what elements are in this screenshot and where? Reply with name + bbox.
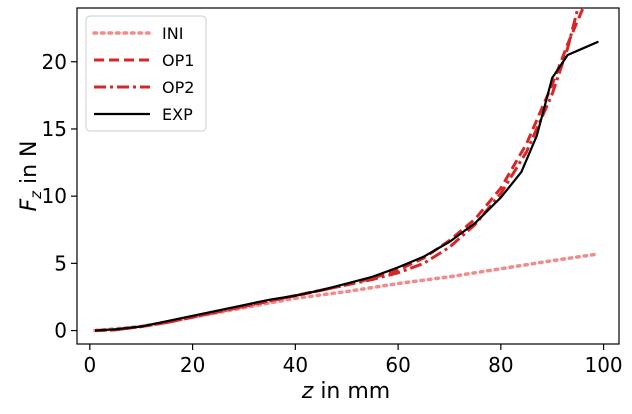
x-tick-label: 20 — [180, 353, 205, 377]
tick-layer: 0 20 40 60 80 100 0 5 10 15 20 — [42, 50, 623, 377]
x-tick-label: 40 — [283, 353, 308, 377]
legend: INI OP1 OP2 EXP — [85, 15, 207, 132]
legend-label-op1: OP1 — [162, 51, 194, 70]
y-tick-label: 5 — [54, 251, 67, 275]
legend-label-ini: INI — [162, 24, 183, 43]
series-line-ini — [93, 252, 601, 333]
x-tick-label: 100 — [584, 353, 622, 377]
y-axis-label: Fz in N — [17, 140, 45, 211]
x-tick-label: 0 — [83, 353, 96, 377]
legend-box — [85, 15, 207, 132]
x-tick-label: 60 — [385, 353, 410, 377]
y-tick-label: 10 — [42, 184, 67, 208]
series-line-op2 — [94, 8, 580, 333]
y-tick-label: 15 — [42, 117, 67, 141]
legend-label-exp: EXP — [162, 105, 193, 124]
y-tick-label: 0 — [54, 319, 67, 343]
x-tick-label: 80 — [488, 353, 513, 377]
y-tick-label: 20 — [42, 50, 67, 74]
series-line-exp — [94, 40, 599, 332]
series-layer — [93, 8, 601, 333]
plot-frame — [76, 7, 620, 345]
x-axis-label: z in mm — [301, 379, 390, 404]
legend-label-op2: OP2 — [162, 78, 194, 97]
